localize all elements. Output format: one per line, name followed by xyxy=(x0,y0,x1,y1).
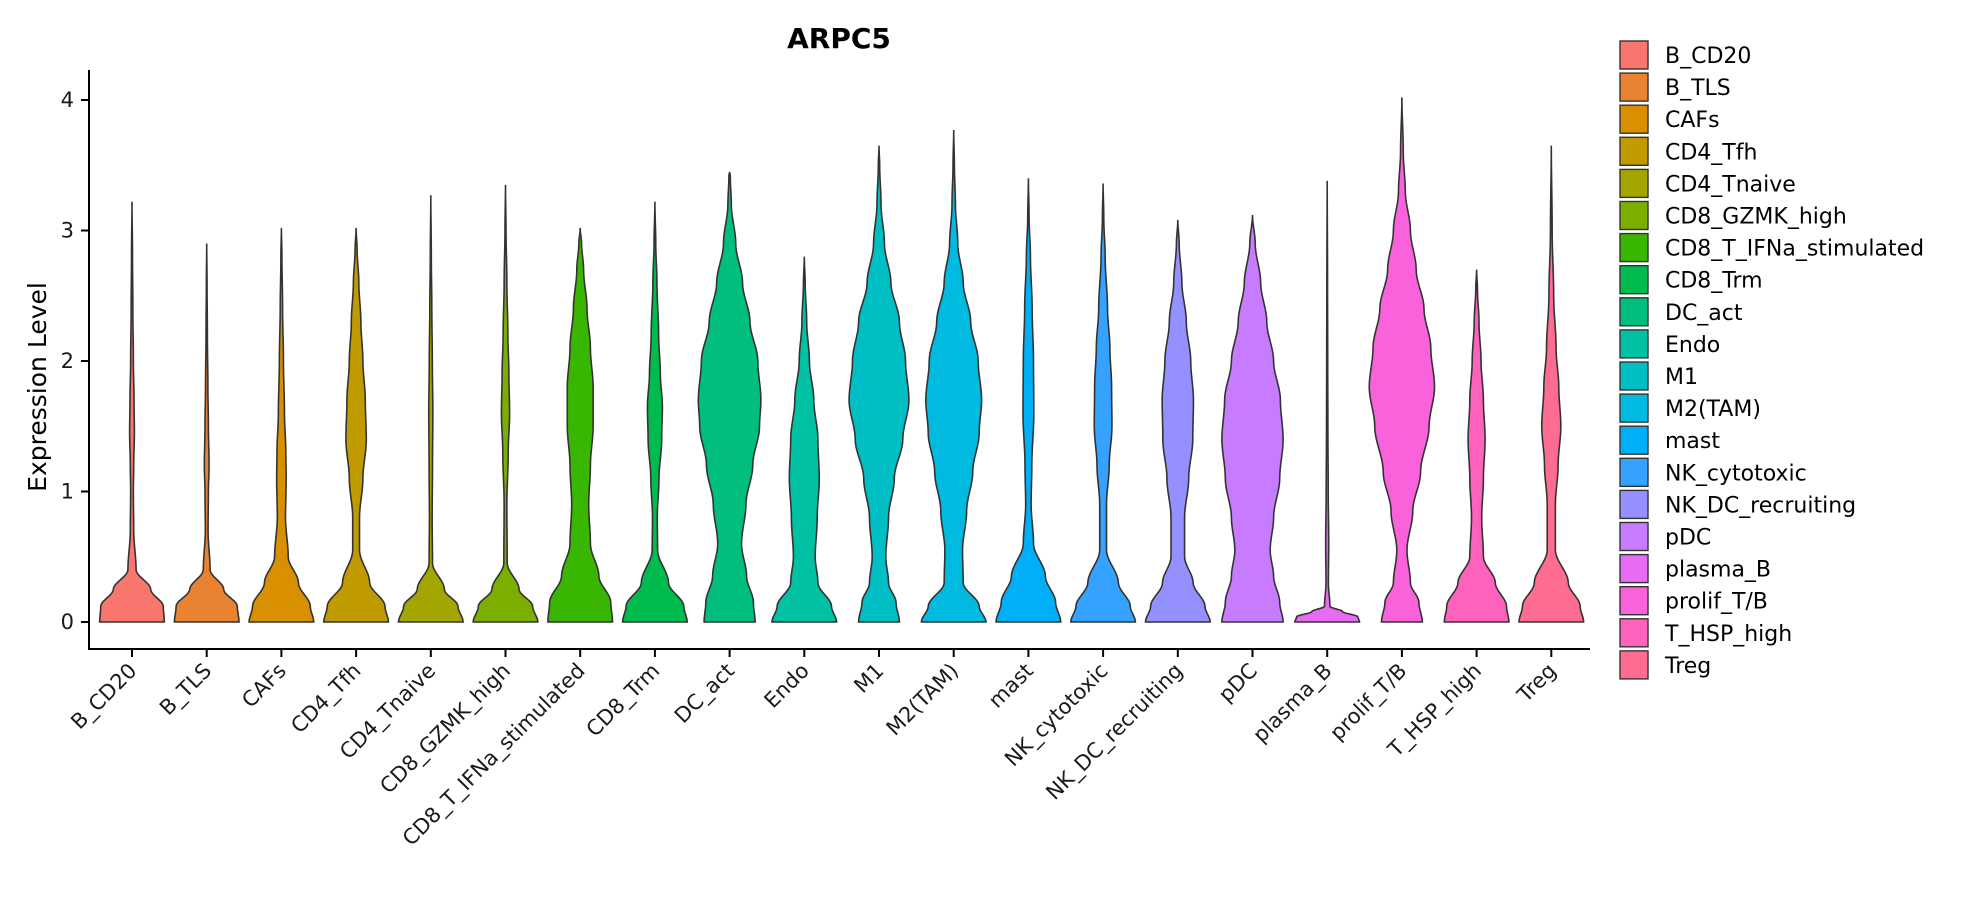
legend-key xyxy=(1619,265,1649,295)
violin-T_HSP_high xyxy=(1443,269,1510,623)
legend-label: T_HSP_high xyxy=(1664,622,1792,647)
x-tick-label: DC_act xyxy=(670,659,740,729)
legend-label: M1 xyxy=(1665,365,1698,390)
legend-key xyxy=(1619,489,1649,520)
legend-key xyxy=(1619,457,1649,487)
x-tick-label: CAFs xyxy=(237,659,291,713)
x-tick-label: NK_DC_recruiting xyxy=(1041,659,1188,806)
legend-key xyxy=(1619,329,1649,359)
violin-NK_DC_recruiting xyxy=(1144,220,1211,623)
legend-key xyxy=(1619,40,1649,70)
legend-key xyxy=(1619,168,1649,199)
legend-label: plasma_B xyxy=(1665,558,1771,583)
violin-prolif_T/B xyxy=(1368,97,1436,623)
violin-CD8_GZMK_high xyxy=(472,184,539,623)
x-ticks: B_CD20 B_TLS CAFsCD4_TfhCD4_TnaiveCD8_GZMK… xyxy=(66,649,1561,851)
legend-label: CD8_Trm xyxy=(1665,269,1763,294)
violin-CD4_Tfh xyxy=(322,227,390,623)
legend-key xyxy=(1619,104,1649,134)
legend-label: Endo xyxy=(1665,333,1720,358)
legend-key xyxy=(1619,650,1649,680)
legend-label: CD8_GZMK_high xyxy=(1665,205,1847,230)
violin-Endo xyxy=(771,256,838,623)
legend-label: pDC xyxy=(1665,526,1711,551)
legend-key xyxy=(1619,72,1649,102)
legend-label: NK_cytotoxic xyxy=(1665,461,1807,486)
legend-label: B_TLS xyxy=(1665,76,1731,101)
x-tick-label: B_CD20 xyxy=(66,659,142,735)
y-ticks: 0 1 2 3 4 xyxy=(61,88,89,634)
x-tick-label: Endo xyxy=(760,659,814,713)
violin-M2(TAM) xyxy=(920,130,987,623)
violin-CD8_Trm xyxy=(621,201,689,623)
x-tick-label: plasma_B xyxy=(1248,659,1337,748)
legend-key xyxy=(1619,200,1649,231)
violin-CD4_Tnaive xyxy=(397,195,464,623)
x-tick-label: mast xyxy=(984,659,1038,713)
y-tick-label: 2 xyxy=(61,349,74,373)
violin-DC_act xyxy=(697,171,762,623)
violin-Treg xyxy=(1518,145,1585,623)
legend-label: Treg xyxy=(1664,654,1711,679)
legend-label: prolif_T/B xyxy=(1665,590,1768,615)
violin-CAFs xyxy=(248,227,315,623)
legend-label: CAFs xyxy=(1665,108,1720,133)
legend-key xyxy=(1619,425,1649,455)
x-tick-label: pDC xyxy=(1214,659,1262,707)
violin-M1 xyxy=(848,145,910,623)
legend-key xyxy=(1619,232,1649,263)
x-tick-label: CD8_Trm xyxy=(582,659,666,743)
y-tick-label: 0 xyxy=(61,610,74,634)
violin-B_CD20 xyxy=(98,201,166,623)
legend-key xyxy=(1619,136,1649,167)
legend-key xyxy=(1619,361,1649,391)
legend-key xyxy=(1619,521,1649,552)
x-tick-label: M1 xyxy=(849,659,888,698)
chart-title: ARPC5 xyxy=(787,22,891,55)
y-tick-label: 3 xyxy=(61,219,74,243)
x-tick-label: Treg xyxy=(1512,659,1561,708)
legend-label: CD4_Tfh xyxy=(1665,140,1757,165)
y-axis-label: Expression Level xyxy=(23,282,52,492)
violin-B_TLS xyxy=(173,243,240,623)
legend-label: CD8_T_IFNa_stimulated xyxy=(1665,237,1924,262)
legend-key xyxy=(1619,586,1649,616)
violin-pDC xyxy=(1221,214,1284,623)
violin-mast xyxy=(995,178,1062,623)
legend-label: B_CD20 xyxy=(1665,44,1751,69)
legend-key xyxy=(1619,393,1649,423)
violin-NK_cytotoxic xyxy=(1069,183,1137,623)
y-tick-label: 1 xyxy=(61,480,74,504)
legend-key xyxy=(1619,618,1649,648)
legend-label: M2(TAM) xyxy=(1665,397,1761,422)
violin-plasma_B xyxy=(1294,180,1361,623)
legend-label: DC_act xyxy=(1665,301,1743,326)
x-tick-label: M2(TAM) xyxy=(882,659,964,741)
legend: B_CD20 B_TLS CAFs CD4_Tfh CD4_Tnaive CD8_GZMK… xyxy=(1619,40,1924,680)
x-tick-label: CD8_GZMK_high xyxy=(375,659,515,799)
legend-label: mast xyxy=(1665,429,1720,454)
violin-CD8_T_IFNa_stimulated xyxy=(547,227,614,623)
legend-key xyxy=(1619,553,1649,584)
violin-group xyxy=(98,97,1585,623)
legend-label: NK_DC_recruiting xyxy=(1665,493,1856,518)
x-tick-label: B_TLS xyxy=(155,659,217,721)
legend-key xyxy=(1619,297,1649,327)
y-tick-label: 4 xyxy=(61,88,74,112)
legend-label: CD4_Tnaive xyxy=(1665,172,1796,197)
